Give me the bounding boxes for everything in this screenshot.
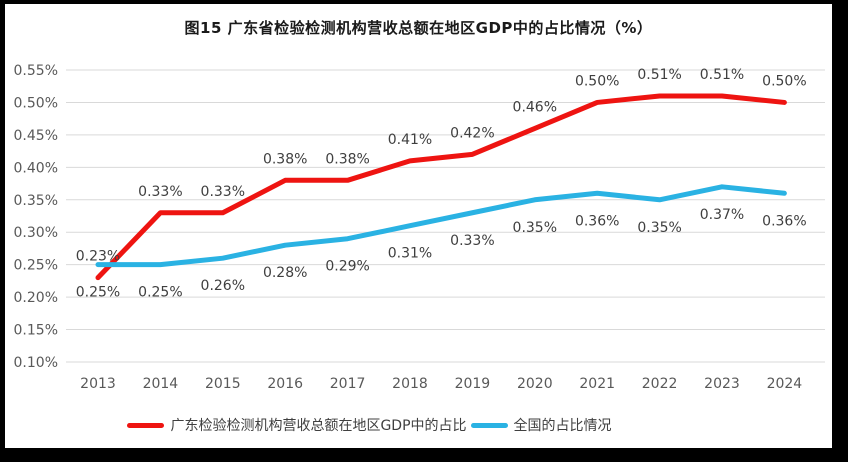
series-line-0 [95,93,787,281]
data-label-series-1: 0.25% [76,285,120,301]
x-tick-label: 2024 [767,376,803,392]
x-tick-label: 2021 [579,376,615,392]
x-tick-label: 2017 [330,376,366,392]
x-tick-label: 2022 [642,376,678,392]
legend-item-national: 全国的占比情况 [470,415,612,435]
data-label-series-1: 0.36% [762,213,806,229]
data-label-series-1: 0.28% [263,265,307,281]
y-tick-label: 0.25% [14,258,58,274]
data-label-series-0: 0.33% [201,184,245,200]
series-line-1 [95,184,787,268]
data-label-series-0: 0.42% [450,125,494,141]
line-chart: 0.10% 0.15% 0.20% 0.25% 0.30% 0.35% 0.40% 0.45%… [14,63,825,392]
x-tick-label: 2019 [455,376,491,392]
data-label-series-0: 0.38% [263,151,307,167]
x-tick-label: 2018 [392,376,428,392]
y-tick-label: 0.15% [14,323,58,339]
data-label-series-0: 0.51% [700,67,744,83]
x-tick-label: 2023 [704,376,740,392]
x-tick-label: 2015 [205,376,241,392]
data-label-series-1: 0.33% [450,233,494,249]
data-label-series-1: 0.35% [637,220,681,236]
y-tick-label: 0.55% [14,63,58,79]
y-tick-label: 0.45% [14,128,58,144]
legend-label-guangdong: 广东检验检测机构营收总额在地区GDP中的占比 [170,418,467,434]
data-label-series-1: 0.31% [388,246,432,262]
x-tick-label: 2014 [143,376,179,392]
legend-label-national: 全国的占比情况 [513,418,612,434]
data-label-series-0: 0.38% [325,151,369,167]
legend-item-guangdong: 广东检验检测机构营收总额在地区GDP中的占比 [127,415,467,435]
data-label-series-1: 0.25% [138,285,182,301]
legend-row: 广东检验检测机构营收总额在地区GDP中的占比 全国的占比情况 [125,415,613,435]
data-label-series-0: 0.50% [762,73,806,89]
data-label-series-0: 0.23% [76,249,120,265]
y-tick-label: 0.30% [14,225,58,241]
data-label-series-1: 0.37% [700,207,744,223]
chart-title: 图15 广东省检验检测机构营收总额在地区GDP中的占比情况（%） [184,19,653,37]
chart-legend: 广东检验检测机构营收总额在地区GDP中的占比 全国的占比情况 [5,415,832,435]
y-tick-label: 0.10% [14,355,58,371]
red-line-swatch [127,422,165,428]
data-label-series-1: 0.29% [325,259,369,275]
y-tick-label: 0.35% [14,193,58,209]
data-label-series-1: 0.26% [201,278,245,294]
x-tick-label: 2016 [267,376,303,392]
y-tick-label: 0.20% [14,290,58,306]
data-label-series-0: 0.33% [138,184,182,200]
x-tick-label: 2020 [517,376,553,392]
data-label-series-0: 0.46% [513,99,557,115]
y-tick-label: 0.50% [14,95,58,111]
data-label-series-0: 0.50% [575,73,619,89]
data-label-series-0: 0.41% [388,132,432,148]
blue-line-swatch [470,422,508,428]
data-label-series-0: 0.51% [637,67,681,83]
x-tick-label: 2013 [80,376,116,392]
data-label-series-1: 0.35% [513,220,557,236]
y-tick-label: 0.40% [14,160,58,176]
data-label-series-1: 0.36% [575,213,619,229]
chart-panel: 0.10% 0.15% 0.20% 0.25% 0.30% 0.35% 0.40% 0.45%… [5,4,832,448]
